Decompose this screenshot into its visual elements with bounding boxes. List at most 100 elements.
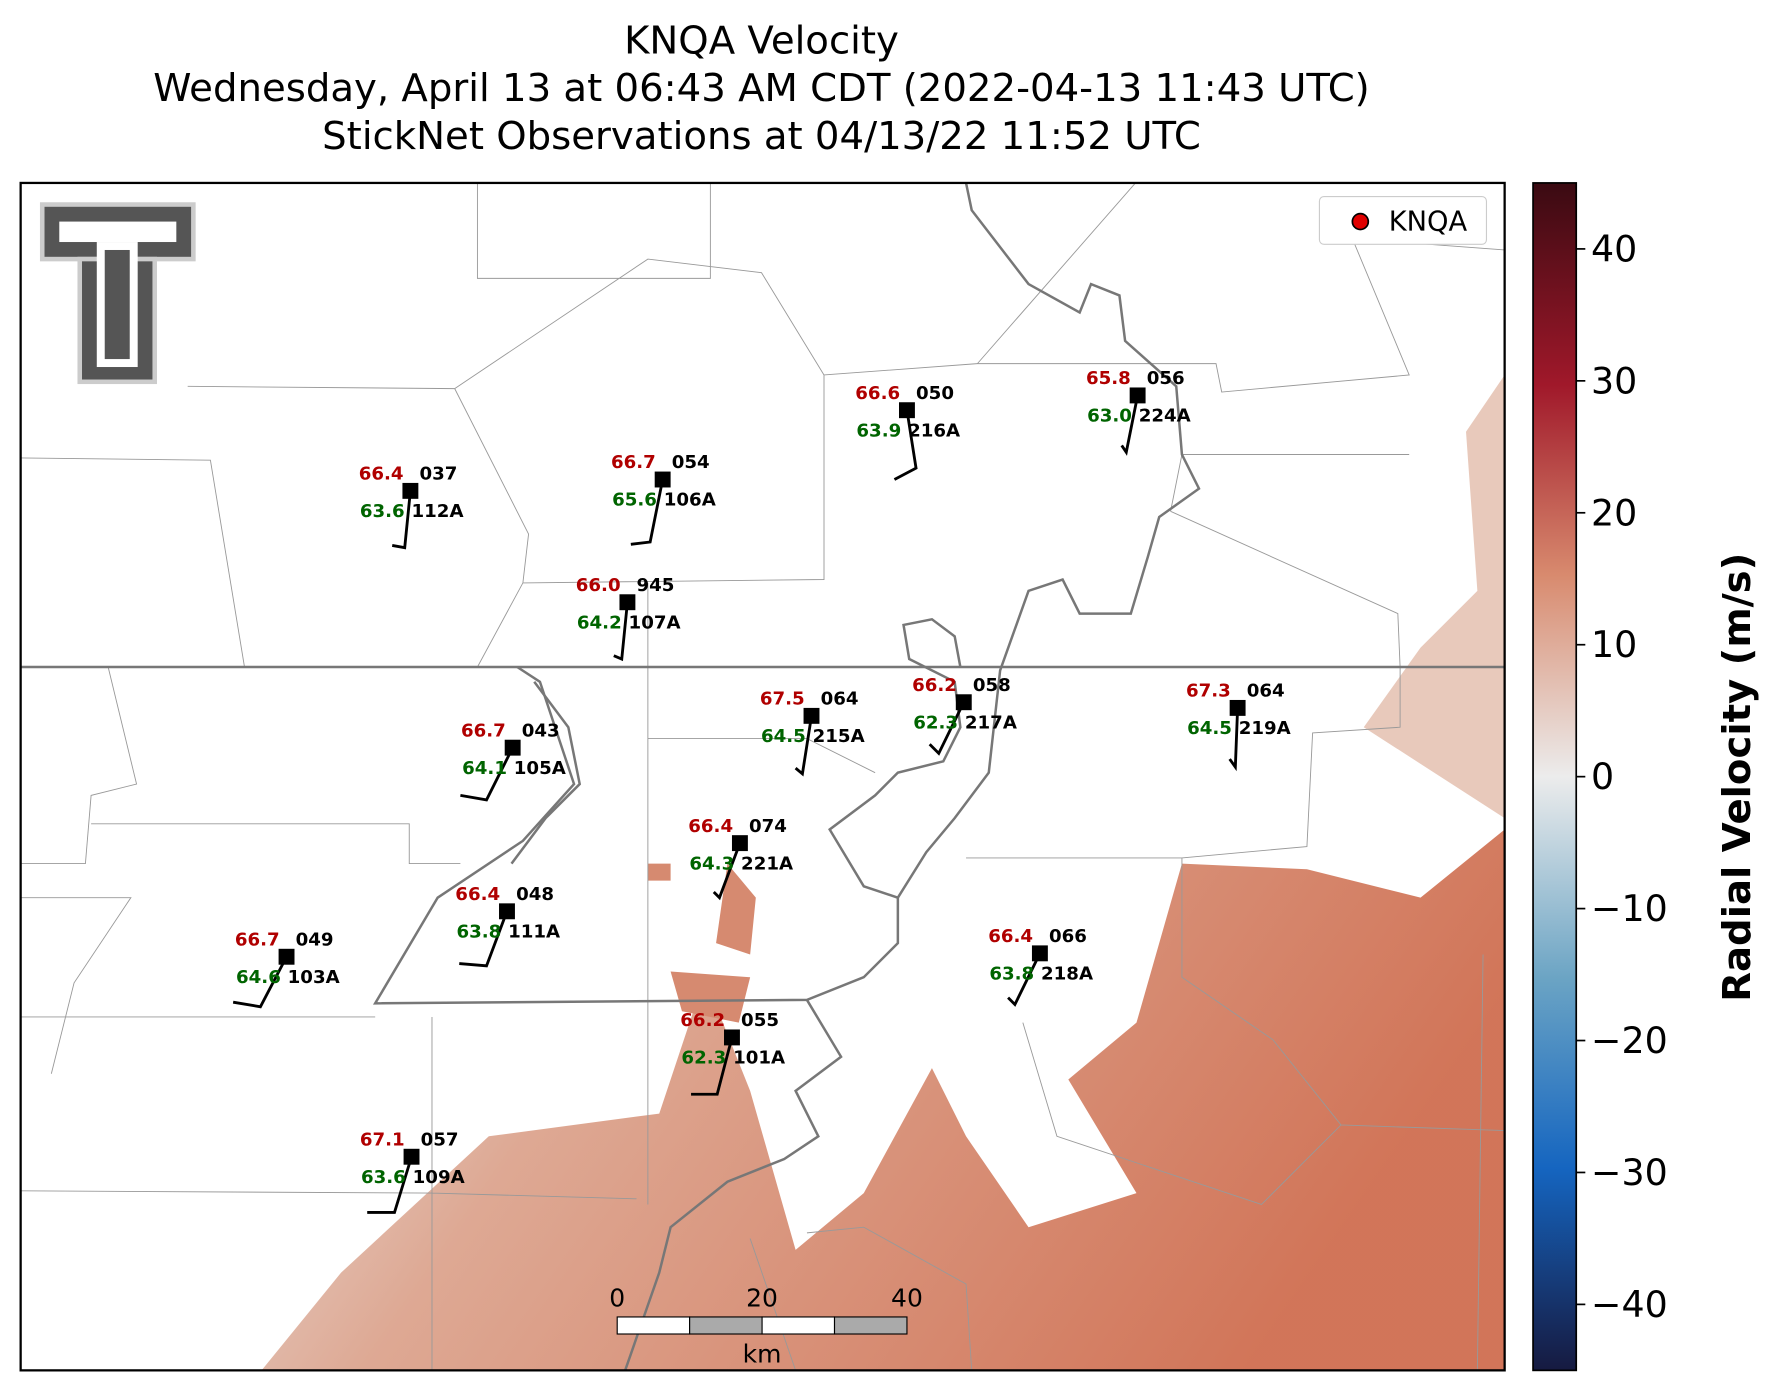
dewpoint: 63.8 bbox=[989, 963, 1034, 984]
scale-segment bbox=[689, 1316, 763, 1335]
scale-tick-label: 40 bbox=[891, 1284, 923, 1313]
colorbar-tick-label: 40 bbox=[1591, 227, 1637, 270]
station-marker bbox=[724, 1029, 740, 1046]
station-id: 106A bbox=[664, 490, 716, 511]
station-marker bbox=[402, 482, 419, 499]
station-id: 112A bbox=[412, 501, 464, 522]
wind-barb bbox=[232, 956, 288, 1009]
station: 66.4 074 64.3 221A bbox=[688, 816, 793, 901]
temperature: 66.7 bbox=[235, 929, 280, 950]
station-id: 101A bbox=[733, 1048, 785, 1069]
temperature: 66.2 bbox=[680, 1010, 725, 1031]
colorbar-tick-label: −10 bbox=[1591, 887, 1668, 930]
colorbar-tick-label: −30 bbox=[1591, 1151, 1668, 1194]
legend-label: KNQA bbox=[1389, 207, 1468, 238]
stations: 66.4 037 63.6 112A 66.7 054 65.6 106A 66.6 050 63.… bbox=[232, 368, 1291, 1214]
dewpoint: 63.0 bbox=[1087, 406, 1132, 427]
colorbar-label: Radial Velocity (m/s) bbox=[1715, 553, 1760, 1002]
dewpoint: 62.3 bbox=[681, 1048, 726, 1069]
temperature: 67.3 bbox=[1186, 681, 1231, 702]
station-code: 055 bbox=[741, 1010, 779, 1031]
station-marker bbox=[619, 594, 636, 611]
station: 66.2 058 62.3 217A bbox=[912, 675, 1017, 756]
station: 66.7 043 64.1 105A bbox=[460, 720, 566, 802]
station-marker bbox=[499, 903, 515, 920]
temperature: 66.6 bbox=[855, 383, 900, 404]
scale-tick-label: 0 bbox=[609, 1284, 625, 1313]
station: 66.4 066 63.8 218A bbox=[988, 926, 1093, 1007]
wind-barb bbox=[712, 842, 742, 901]
temperature: 66.2 bbox=[912, 675, 957, 696]
legend-marker bbox=[1351, 212, 1370, 231]
map-frame bbox=[19, 181, 1506, 1372]
title-line: Wednesday, April 13 at 06:43 AM CDT (202… bbox=[153, 66, 1370, 111]
station: 67.5 064 64.5 215A bbox=[760, 688, 865, 777]
temperature: 66.4 bbox=[455, 884, 500, 905]
station-code: 074 bbox=[749, 816, 787, 837]
station-marker bbox=[898, 402, 915, 419]
colorbar-tick-label: 0 bbox=[1591, 755, 1614, 798]
station-code: 050 bbox=[916, 383, 954, 404]
scale-segment bbox=[616, 1316, 691, 1335]
dewpoint: 63.6 bbox=[360, 501, 405, 522]
title-line: KNQA Velocity bbox=[624, 18, 899, 63]
wind-barb bbox=[630, 479, 665, 546]
station: 65.8 056 63.0 224A bbox=[1086, 368, 1191, 456]
dewpoint: 64.5 bbox=[1187, 718, 1232, 739]
station-marker bbox=[803, 707, 820, 724]
wind-barb bbox=[691, 1037, 734, 1096]
colorbar-tick-label: −20 bbox=[1591, 1019, 1668, 1062]
scale-unit: km bbox=[743, 1339, 782, 1368]
station-code: 945 bbox=[637, 575, 675, 596]
station-id: 216A bbox=[908, 420, 960, 441]
dewpoint: 65.6 bbox=[612, 490, 657, 511]
station: 66.2 055 62.3 101A bbox=[680, 1010, 785, 1096]
station: 66.4 037 63.6 112A bbox=[359, 464, 464, 550]
station: 66.7 054 65.6 106A bbox=[611, 452, 716, 546]
wind-barb bbox=[1120, 395, 1140, 456]
wind-barb bbox=[928, 701, 966, 756]
scale-tick-label: 20 bbox=[746, 1284, 778, 1313]
wind-barb bbox=[1007, 952, 1042, 1007]
dewpoint: 63.9 bbox=[856, 420, 901, 441]
station-id: 107A bbox=[629, 612, 681, 633]
legend[interactable]: KNQA bbox=[1318, 196, 1488, 245]
station-marker bbox=[504, 739, 521, 756]
station-code: 048 bbox=[516, 884, 554, 905]
station-id: 224A bbox=[1139, 406, 1191, 427]
station-marker bbox=[1031, 945, 1048, 962]
station-id: 219A bbox=[1239, 718, 1291, 739]
title-line: StickNet Observations at 04/13/22 11:52 … bbox=[322, 114, 1201, 159]
dewpoint: 63.6 bbox=[361, 1167, 406, 1188]
temperature: 66.7 bbox=[461, 720, 506, 741]
wind-barb bbox=[391, 490, 412, 550]
station-code: 064 bbox=[821, 688, 859, 709]
logo bbox=[39, 202, 196, 385]
station-code: 064 bbox=[1247, 681, 1285, 702]
scale-segment bbox=[833, 1316, 908, 1335]
station-marker bbox=[731, 835, 748, 852]
temperature: 65.8 bbox=[1086, 368, 1131, 389]
temperature: 67.5 bbox=[760, 688, 805, 709]
colorbar-tick-label: 30 bbox=[1591, 359, 1637, 402]
station-code: 049 bbox=[296, 929, 334, 950]
station: 66.7 049 64.6 103A bbox=[232, 929, 340, 1009]
colorbar bbox=[1532, 182, 1578, 1372]
station-code: 043 bbox=[522, 720, 560, 741]
temperature: 66.7 bbox=[611, 452, 656, 473]
station-id: 215A bbox=[813, 726, 865, 747]
scale-segment bbox=[761, 1316, 836, 1335]
station-id: 221A bbox=[741, 853, 793, 874]
station-code: 056 bbox=[1147, 368, 1185, 389]
wind-barb bbox=[459, 910, 509, 968]
station: 66.4 048 63.8 111A bbox=[455, 884, 560, 968]
dewpoint: 64.1 bbox=[462, 758, 507, 779]
dewpoint: 64.2 bbox=[577, 612, 622, 633]
station-id: 103A bbox=[288, 967, 340, 988]
station-marker bbox=[403, 1148, 420, 1165]
station-marker bbox=[654, 471, 671, 488]
station: 66.6 050 63.9 216A bbox=[855, 383, 960, 481]
dewpoint: 62.3 bbox=[913, 712, 958, 733]
colorbar-tick-label: 20 bbox=[1591, 491, 1637, 534]
temperature: 66.0 bbox=[576, 575, 621, 596]
